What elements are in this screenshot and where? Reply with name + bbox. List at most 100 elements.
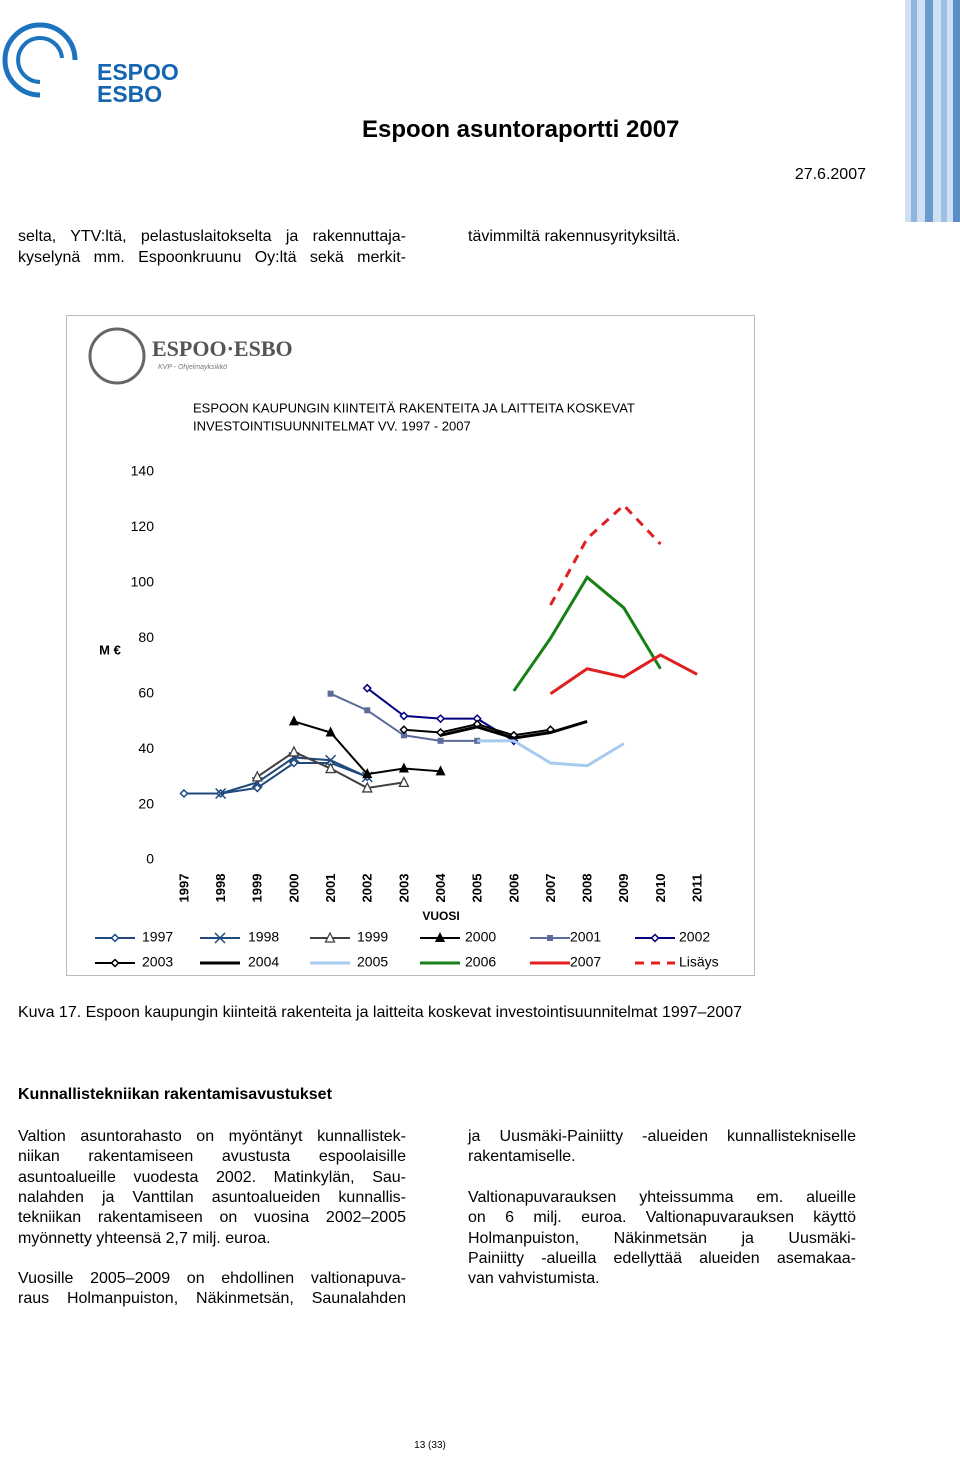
x-tick-label: 1999 [250, 874, 265, 903]
x-tick-label: 2006 [506, 874, 521, 903]
data-point [362, 683, 372, 693]
y-tick-label: 40 [138, 740, 154, 756]
series-line [184, 762, 368, 795]
x-tick-label: 1997 [176, 874, 191, 903]
x-axis-label: VUOSI [422, 909, 459, 923]
legend-marker [110, 958, 120, 968]
legend-label: 2005 [357, 954, 388, 970]
data-point [179, 788, 189, 799]
text-line: rakentamiselle. [468, 1148, 576, 1166]
data-point [327, 690, 334, 697]
date: 27.6.2007 [794, 166, 866, 183]
legend-marker [650, 933, 660, 943]
logo-text: ESPOO [97, 59, 179, 85]
text-line: Painiitty -alueilla edellyttää alueiden … [468, 1249, 856, 1267]
text-line: myönnetty yhteensä 2,7 milj. euroa. [18, 1229, 271, 1247]
chart-logo-subtext: KVP - Ohjelmayksikkö [158, 364, 227, 371]
data-point [399, 725, 409, 735]
y-tick-label: 120 [131, 518, 155, 534]
chart-logo-text: ESPOO·ESBO [152, 336, 293, 361]
data-point [398, 775, 410, 788]
chart-title: INVESTOINTISUUNNITELMAT VV. 1997 - 2007 [193, 418, 471, 433]
data-point [289, 758, 299, 768]
data-point [325, 762, 337, 774]
x-tick-label: 2007 [543, 874, 558, 903]
x-tick-label: 1998 [213, 874, 228, 903]
text-line: tekniikan rakentamiseen on vuosina 2002–… [18, 1209, 406, 1227]
text-line: Holmanpuiston, Näkinmetsän ja Uusmäki- [468, 1229, 856, 1247]
data-point [362, 768, 373, 779]
page-number: 13 (33) [414, 1440, 446, 1451]
logo-mark [2, 22, 78, 98]
data-point [437, 737, 444, 744]
logo-text: ESBO [97, 81, 163, 107]
x-tick-label: 2000 [286, 874, 301, 903]
x-tick-label: 2008 [580, 874, 595, 903]
text-line: van vahvistumista. [468, 1270, 600, 1288]
data-point [252, 783, 262, 793]
x-tick-label: 2003 [396, 874, 411, 903]
legend-label: 2004 [248, 954, 279, 970]
text-line: niikan rakentamiseen avustusta espoolais… [18, 1148, 406, 1166]
x-tick-label: 2004 [433, 873, 448, 903]
data-point [435, 765, 446, 776]
data-point [364, 707, 371, 714]
text-line: ja Uusmäki-Painiitty -alueiden kunnallis… [468, 1128, 856, 1145]
chart: ESPOO·ESBO KVP - Ohjelmayksikkö ESPOON K… [66, 315, 755, 976]
x-tick-label: 2010 [653, 874, 668, 903]
y-tick-label: 140 [131, 463, 155, 479]
legend-label: 2000 [465, 929, 496, 945]
y-axis-label: M € [99, 642, 121, 657]
y-tick-label: 100 [131, 574, 155, 590]
text-line: kyselynä mm. Espoonkruunu Oy:ltä sekä me… [18, 249, 406, 266]
series-line [477, 739, 625, 768]
y-tick-label: 20 [138, 795, 154, 811]
data-point [361, 781, 373, 793]
data-point [215, 787, 227, 800]
series-line [549, 503, 662, 606]
legend-marker [110, 933, 120, 943]
series-line [549, 653, 698, 695]
text-line: tävimmiltä rakennusyrityksiltä. [468, 228, 681, 245]
text-line: on 6 milj. euroa. Valtionapuvarauksen kä… [468, 1209, 856, 1227]
legend-marker [435, 932, 445, 942]
y-tick-label: 60 [138, 684, 154, 700]
figure-caption: Kuva 17. Espoon kaupungin kiinteitä rake… [18, 1004, 743, 1021]
data-point [400, 732, 407, 739]
series-line [440, 719, 588, 740]
data-point [398, 762, 409, 773]
legend-marker [324, 931, 336, 943]
legend-label: 1998 [248, 929, 279, 945]
text-line: raus Holmanpuiston, Näkinmetsän, Saunala… [18, 1290, 406, 1308]
x-tick-label: 2002 [360, 874, 375, 903]
legend-label: 2003 [142, 954, 173, 970]
chart-logo-mark [88, 327, 146, 385]
legend-label: 2002 [679, 929, 710, 945]
legend-label: Lisäys [679, 954, 719, 970]
legend-label: 1999 [357, 929, 388, 945]
text-line: asuntoalueille vuodesta 2002. Matinkylän… [18, 1168, 406, 1186]
data-point [288, 715, 299, 726]
y-tick-label: 0 [146, 851, 154, 867]
chart-frame [66, 315, 755, 976]
x-tick-label: 2001 [323, 874, 338, 903]
decoration [905, 0, 960, 222]
x-tick-label: 2009 [616, 874, 631, 903]
data-point [325, 726, 336, 737]
text-line: selta, YTV:ltä, pelastuslaitokselta ja r… [18, 228, 406, 245]
series-line [512, 575, 662, 692]
legend-marker [547, 935, 553, 941]
data-point [288, 745, 300, 757]
legend-marker [214, 932, 226, 944]
data-point [435, 714, 446, 724]
data-point [399, 711, 409, 721]
text-line: nalahden ja Vanttilan asuntoalueiden kun… [18, 1188, 406, 1206]
data-point [251, 770, 263, 782]
chart-title: ESPOON KAUPUNGIN KIINTEITÄ RAKENTEITA JA… [193, 400, 635, 415]
legend-label: 1997 [142, 929, 173, 945]
y-tick-label: 80 [138, 629, 154, 645]
page-title: Espoon asuntoraportti 2007 [362, 116, 680, 143]
legend-label: 2007 [570, 954, 601, 970]
legend-label: 2006 [465, 954, 496, 970]
